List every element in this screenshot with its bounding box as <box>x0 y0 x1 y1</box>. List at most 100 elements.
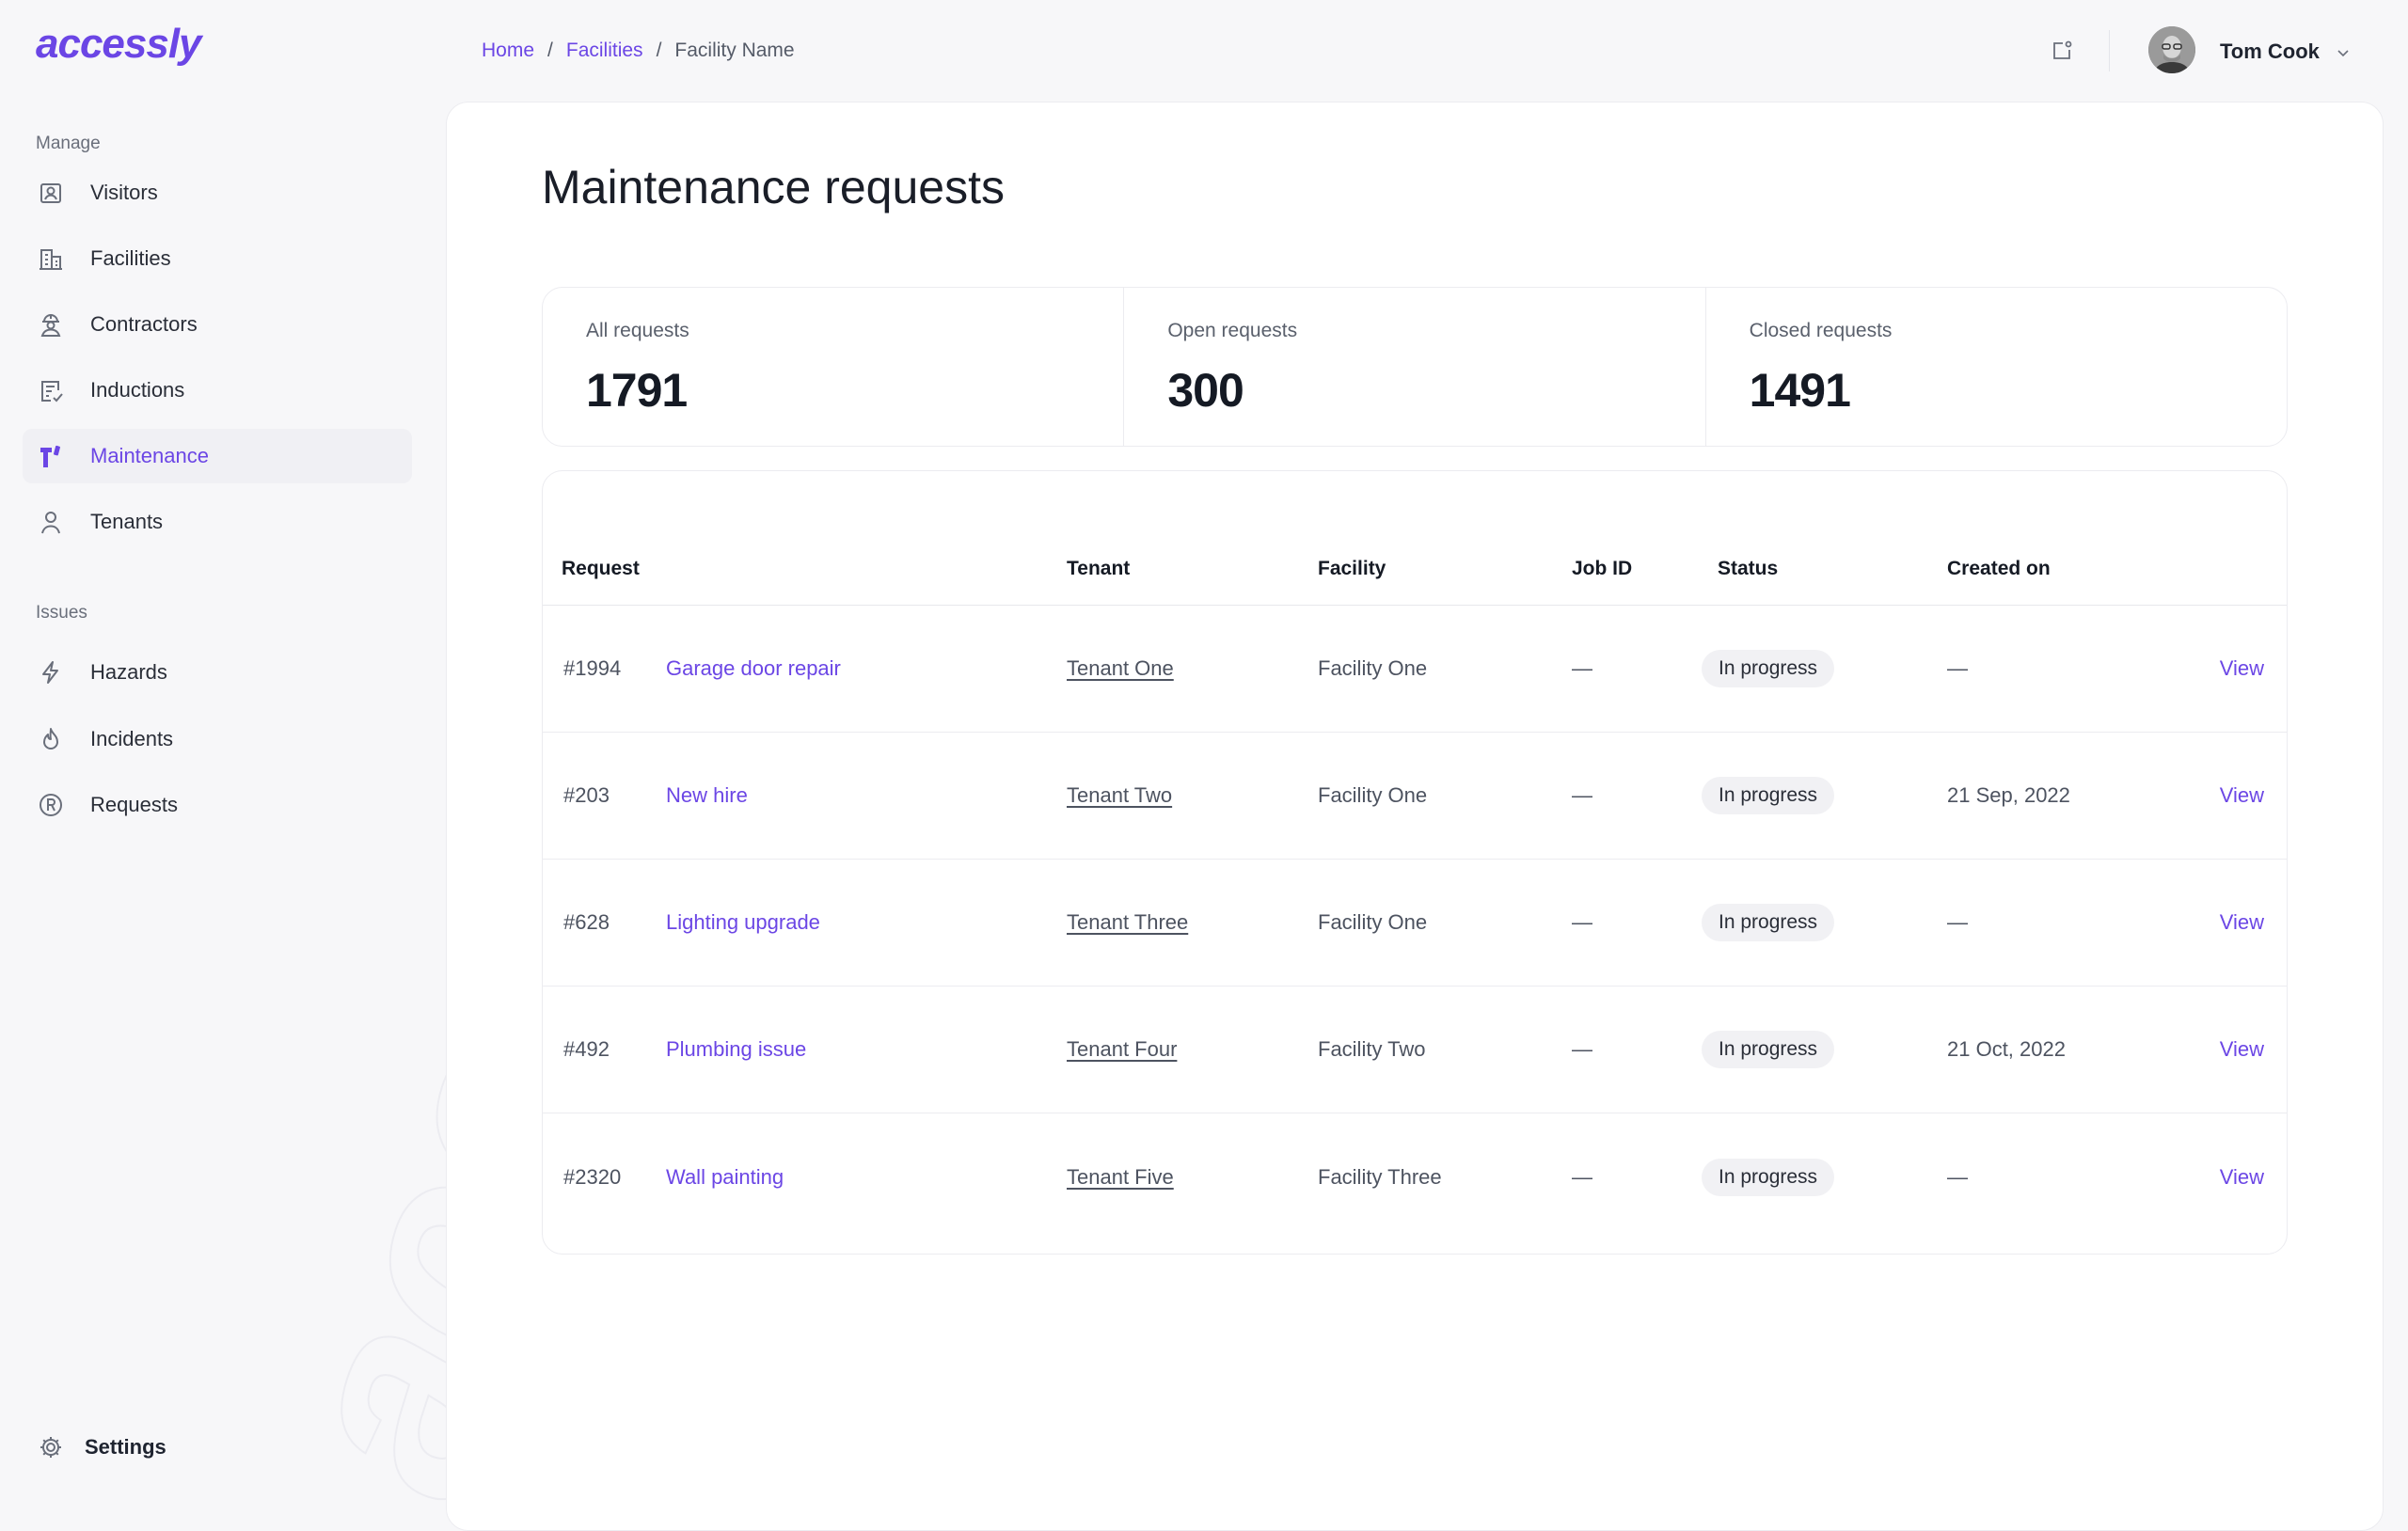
sidebar-item-label: Maintenance <box>90 444 209 467</box>
created-on-cell: — <box>1947 656 1968 680</box>
view-link[interactable]: View <box>2219 656 2264 680</box>
person-icon <box>38 509 64 535</box>
column-header-tenant[interactable]: Tenant <box>1067 558 1131 579</box>
stat-closed-requests: Closed requests 1491 <box>1706 288 2287 446</box>
gear-icon <box>38 1434 64 1460</box>
stat-label: Open requests <box>1167 320 1298 341</box>
breadcrumb-home[interactable]: Home <box>482 39 535 61</box>
facility-cell: Facility One <box>1318 783 1428 807</box>
request-title-link[interactable]: Garage door repair <box>666 656 841 680</box>
view-link[interactable]: View <box>2219 783 2264 807</box>
request-id: #1994 <box>563 656 622 680</box>
lightning-icon <box>38 659 64 686</box>
sidebar-item-label: Visitors <box>90 181 158 204</box>
created-on-cell: 21 Sep, 2022 <box>1947 783 2070 807</box>
sidebar-item-label: Incidents <box>90 727 174 750</box>
sidebar-item-label: Tenants <box>90 510 164 533</box>
facility-cell: Facility Two <box>1318 1037 1426 1061</box>
table-row: #628 Lighting upgrade Tenant Three Facil… <box>543 860 2287 986</box>
facility-cell: Facility One <box>1318 656 1428 680</box>
created-on-cell: — <box>1947 1164 1968 1189</box>
breadcrumb-separator: / <box>656 39 662 61</box>
facility-cell: Facility Three <box>1318 1164 1442 1189</box>
registered-circle-icon <box>38 792 64 818</box>
section-label-issues: Issues <box>36 603 87 623</box>
status-badge: In progress <box>1702 650 1835 687</box>
settings-label: Settings <box>85 1435 166 1459</box>
stat-value: 300 <box>1167 364 1244 417</box>
tenant-link[interactable]: Tenant Three <box>1067 910 1189 934</box>
breadcrumb-facilities[interactable]: Facilities <box>565 39 643 61</box>
page-title: Maintenance requests <box>542 161 1005 213</box>
notification-icon[interactable] <box>2051 39 2073 62</box>
tenant-link[interactable]: Tenant Two <box>1067 783 1173 807</box>
sidebar-item-label: Requests <box>90 793 178 816</box>
request-id: #2320 <box>563 1164 622 1189</box>
created-on-cell: — <box>1947 910 1968 934</box>
column-header-status[interactable]: Status <box>1718 558 1779 579</box>
chevron-down-icon[interactable] <box>2336 45 2351 60</box>
sidebar-item-maintenance[interactable]: Maintenance <box>23 429 412 483</box>
sidebar-item-facilities[interactable]: Facilities <box>23 231 412 286</box>
sidebar: accessly accessly Manage Visitors Facili… <box>0 0 446 1505</box>
breadcrumb-separator: / <box>547 39 553 61</box>
table-row: #2320 Wall painting Tenant Five Facility… <box>543 1113 2287 1240</box>
sidebar-item-label: Facilities <box>90 246 171 270</box>
status-badge: In progress <box>1702 777 1835 814</box>
status-badge: In progress <box>1702 1158 1835 1196</box>
view-link[interactable]: View <box>2219 910 2264 934</box>
checklist-document-icon <box>38 377 64 403</box>
user-name[interactable]: Tom Cook <box>2220 39 2320 63</box>
stat-value: 1491 <box>1749 364 1851 417</box>
job-id-cell: — <box>1572 783 1592 807</box>
breadcrumb-current: Facility Name <box>674 39 795 61</box>
stat-open-requests: Open requests 300 <box>1124 288 1706 446</box>
table-row: #1994 Garage door repair Tenant One Faci… <box>543 606 2287 733</box>
view-link[interactable]: View <box>2219 1164 2264 1189</box>
sidebar-item-requests[interactable]: Requests <box>23 778 412 832</box>
tenant-link[interactable]: Tenant Five <box>1067 1164 1174 1189</box>
sidebar-item-incidents[interactable]: Incidents <box>23 712 412 766</box>
job-id-cell: — <box>1572 1164 1592 1189</box>
job-id-cell: — <box>1572 656 1592 680</box>
stat-value: 1791 <box>586 364 688 417</box>
job-id-cell: — <box>1572 1037 1592 1061</box>
request-id: #203 <box>563 783 610 807</box>
request-id: #628 <box>563 910 610 934</box>
sidebar-item-visitors[interactable]: Visitors <box>23 166 412 220</box>
avatar[interactable] <box>2148 26 2195 73</box>
status-badge: In progress <box>1702 1031 1835 1068</box>
request-title-link[interactable]: New hire <box>666 783 748 807</box>
stat-label: All requests <box>586 320 689 341</box>
column-header-facility[interactable]: Facility <box>1318 558 1386 579</box>
table-row: #203 New hire Tenant Two Facility One — … <box>543 733 2287 860</box>
column-header-job-id[interactable]: Job ID <box>1572 558 1633 579</box>
sidebar-item-contractors[interactable]: Contractors <box>23 297 412 352</box>
sidebar-item-label: Inductions <box>90 378 185 402</box>
status-badge: In progress <box>1702 904 1835 941</box>
tenant-link[interactable]: Tenant One <box>1067 656 1174 680</box>
tenant-link[interactable]: Tenant Four <box>1067 1037 1178 1061</box>
visitor-badge-icon <box>38 180 64 206</box>
view-link[interactable]: View <box>2219 1037 2264 1061</box>
building-icon <box>38 245 64 272</box>
sidebar-item-inductions[interactable]: Inductions <box>23 363 412 418</box>
job-id-cell: — <box>1572 910 1592 934</box>
table-row: #492 Plumbing issue Tenant Four Facility… <box>543 986 2287 1113</box>
section-label-manage: Manage <box>36 134 101 153</box>
stat-all-requests: All requests 1791 <box>543 288 1125 446</box>
maintenance-logo-icon <box>38 443 64 469</box>
app-logo[interactable]: accessly <box>36 21 202 67</box>
sidebar-item-tenants[interactable]: Tenants <box>23 495 412 549</box>
request-title-link[interactable]: Wall painting <box>666 1164 784 1189</box>
sidebar-item-hazards[interactable]: Hazards <box>23 645 412 700</box>
table-header-divider <box>543 605 2287 606</box>
request-title-link[interactable]: Plumbing issue <box>666 1037 807 1061</box>
hard-hat-worker-icon <box>38 311 64 338</box>
request-title-link[interactable]: Lighting upgrade <box>666 910 820 934</box>
column-header-request[interactable]: Request <box>562 558 640 579</box>
request-id: #492 <box>563 1037 610 1061</box>
column-header-created-on[interactable]: Created on <box>1947 558 2051 579</box>
facility-cell: Facility One <box>1318 910 1428 934</box>
sidebar-item-settings[interactable]: Settings <box>23 1420 412 1475</box>
